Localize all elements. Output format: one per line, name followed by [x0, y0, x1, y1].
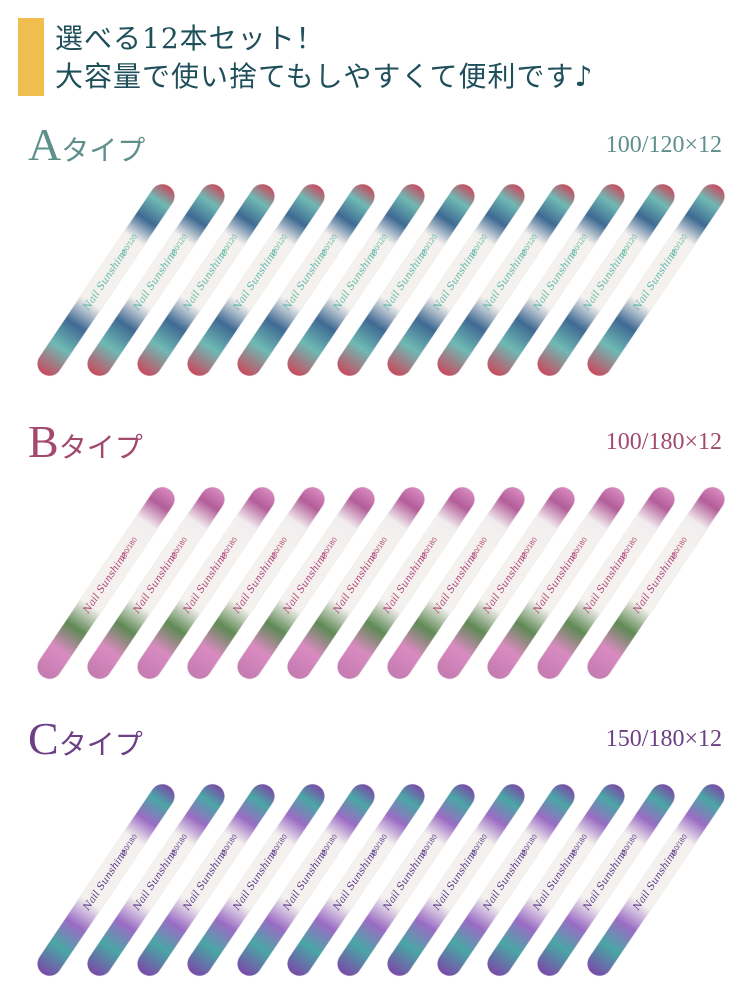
- type-suffix: タイプ: [58, 431, 143, 464]
- headline-line-1: 選べる12本セット！: [55, 22, 325, 55]
- type-suffix: タイプ: [58, 728, 143, 761]
- type-letter: C: [28, 713, 59, 764]
- type-letter: A: [28, 119, 62, 170]
- type-spec: 100/180×12: [605, 429, 722, 455]
- headline-line-2: 大容量で使い捨てもしやすくて便利です♪: [55, 60, 594, 93]
- type-spec: 150/180×12: [605, 726, 722, 752]
- type-title: Bタイプ: [28, 415, 143, 468]
- type-title: Aタイプ: [28, 118, 145, 171]
- accent-bar: [18, 18, 44, 96]
- type-spec: 100/120×12: [605, 132, 722, 158]
- type-title: Cタイプ: [28, 712, 143, 765]
- type-letter: B: [28, 416, 59, 467]
- type-suffix: タイプ: [61, 134, 146, 167]
